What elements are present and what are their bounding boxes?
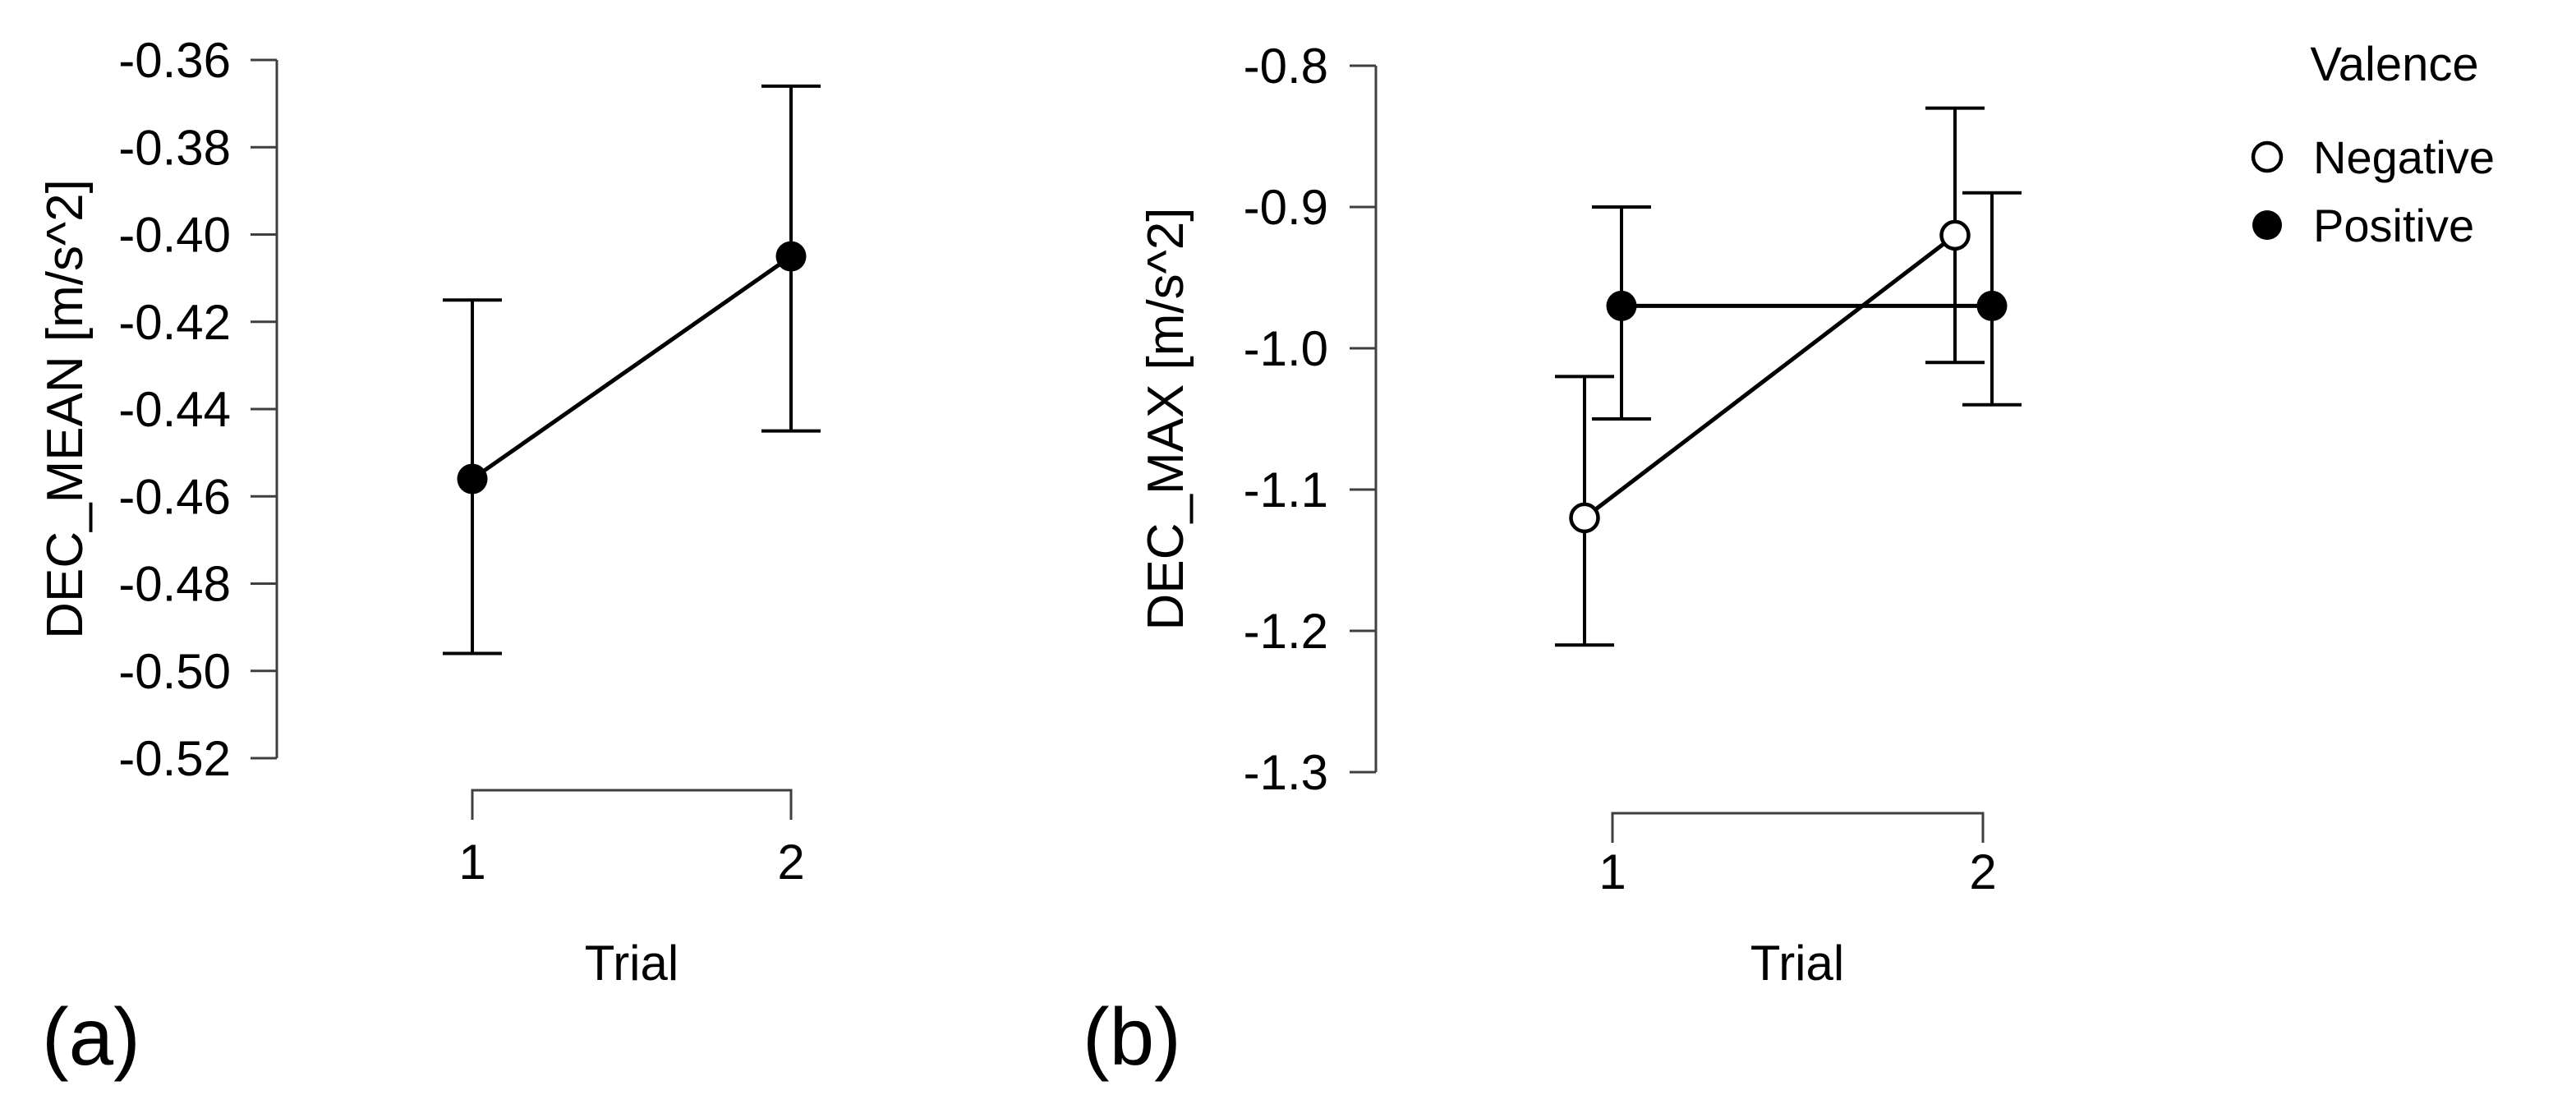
data-point-all-trial-2: [775, 241, 807, 272]
y-tick-label: -0.44: [118, 382, 231, 437]
y-tick-label: -1.3: [1244, 745, 1328, 800]
x-axis-bracket: [1611, 812, 1985, 843]
panel-a-plot-area: -0.36 -0.38 -0.40 -0.42 -0.44 -0.46 -0.48 -0.50…: [118, 33, 821, 890]
y-tick-label: -1.1: [1244, 462, 1328, 518]
data-point-all-trial-1: [457, 463, 488, 494]
legend-filled-circle-icon: [2252, 210, 2282, 240]
panel-a-y-axis-title: DEC_MEAN [m/s^2]: [37, 179, 94, 639]
x-tick-label: 1: [458, 835, 485, 890]
data-point-negative-trial-2: [1939, 219, 1971, 251]
y-tick-label: -0.9: [1244, 180, 1328, 235]
legend-item-positive: Positive: [2313, 200, 2474, 251]
y-tick-label: -0.50: [118, 644, 231, 699]
legend-item-negative: Negative: [2313, 131, 2495, 183]
x-tick-label: 2: [1969, 844, 1996, 899]
y-tick-label: -0.40: [118, 208, 231, 263]
panel-b-x-axis-title: Trial: [1750, 936, 1844, 991]
y-tick-label: -1.0: [1244, 321, 1328, 376]
legend-open-circle-icon: [2251, 140, 2284, 173]
legend-title: Valence: [2310, 38, 2478, 91]
panel-b-y-axis-title: DEC_MAX [m/s^2]: [1138, 208, 1194, 631]
y-tick-label: -0.38: [118, 120, 231, 175]
y-tick-label: -0.36: [118, 33, 231, 88]
y-tick-label: -0.46: [118, 469, 231, 524]
panel-a-label: (a): [42, 991, 140, 1082]
panel-a: -0.36 -0.38 -0.40 -0.42 -0.44 -0.46 -0.48 -0.50…: [37, 33, 821, 1082]
series-line-negative: [1583, 233, 1957, 520]
panel-b-plot-area: -0.8 -0.9 -1.0 -1.1 -1.2 -1.3 1 2: [1244, 39, 2022, 899]
panel-a-x-axis-title: Trial: [585, 936, 678, 991]
x-axis-bracket: [471, 789, 793, 820]
y-tick-label: -0.48: [118, 557, 231, 612]
y-tick-label: -0.8: [1244, 39, 1328, 94]
data-point-positive-trial-1: [1606, 290, 1637, 321]
x-tick-label: 2: [777, 835, 804, 890]
x-tick-label: 1: [1598, 844, 1626, 899]
y-tick-label: -0.42: [118, 295, 231, 350]
data-point-negative-trial-1: [1569, 502, 1600, 534]
y-tick-label: -1.2: [1244, 604, 1328, 659]
panel-b: -0.8 -0.9 -1.0 -1.1 -1.2 -1.3 1 2 DEC_MAX [m/s^…: [1083, 39, 2022, 1082]
panel-b-label: (b): [1083, 991, 1181, 1082]
y-tick-label: -0.52: [118, 731, 231, 786]
legend: Valence Negative Positive: [2251, 38, 2495, 251]
series-line-all: [471, 255, 793, 481]
data-point-positive-trial-2: [1976, 290, 2008, 321]
